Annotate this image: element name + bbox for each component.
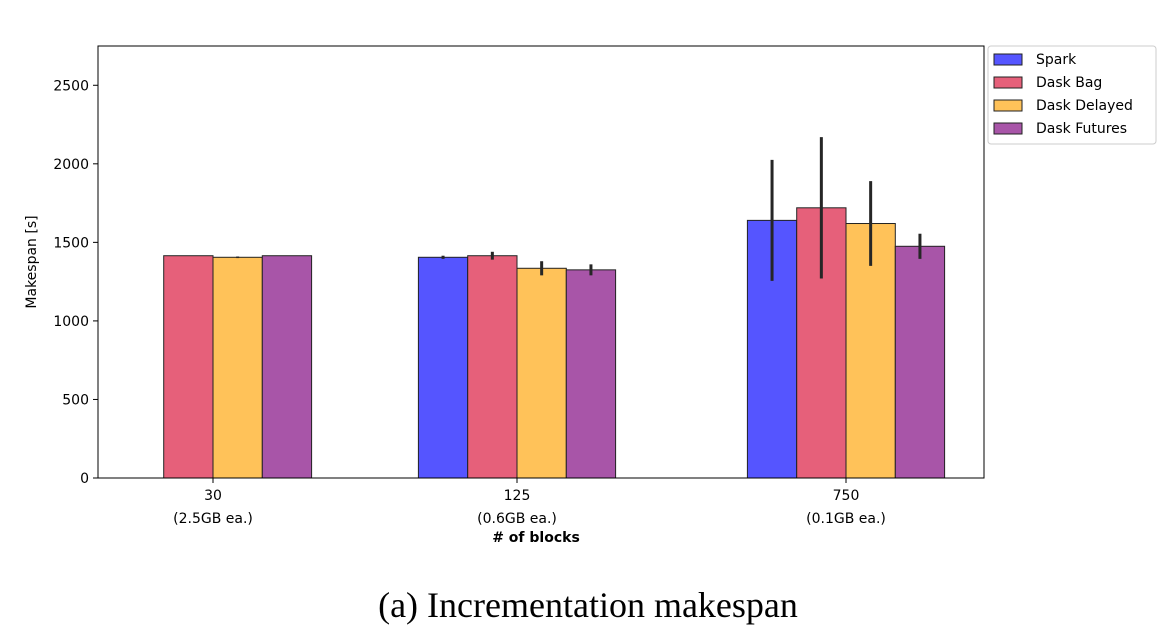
x-tick-sublabel: (0.1GB ea.) (806, 511, 886, 527)
legend-label-dask-bag: Dask Bag (1036, 75, 1102, 91)
legend-swatch-dask-bag (993, 76, 1023, 89)
legend-swatch-spark (993, 53, 1023, 66)
figure-caption: (a) Incrementation makespan (378, 585, 798, 625)
y-tick-label: 0 (80, 471, 89, 487)
x-tick-sublabel: (0.6GB ea.) (477, 511, 557, 527)
x-axis: 30 (2.5GB ea.) 125 (0.6GB ea.) 750 (0.1GB ea.… (173, 478, 886, 527)
y-tick-label: 2500 (53, 78, 89, 94)
bars-layer (163, 207, 946, 479)
bar-dask-futures-30 (261, 255, 313, 479)
bar-dask-bag-125 (467, 255, 518, 479)
bar-dask-futures-750 (894, 245, 946, 479)
error-bars-layer (236, 137, 922, 281)
bar-dask-bag-30 (163, 255, 214, 479)
x-axis-title: # of blocks (492, 530, 580, 546)
y-tick-label: 500 (62, 392, 89, 408)
x-tick-label: 30 (204, 488, 222, 504)
legend-swatch-dask-delayed (993, 99, 1023, 112)
bar-dask-delayed-125 (516, 267, 567, 479)
y-tick-label: 1500 (53, 235, 89, 251)
plot-area-frame (97, 45, 985, 479)
legend: Spark Dask Bag Dask Delayed Dask Futures (987, 45, 1157, 145)
legend-box (987, 45, 1157, 145)
bar-dask-delayed-30 (212, 256, 263, 479)
x-tick-label: 750 (833, 488, 860, 504)
y-axis-title: Makespan [s] (24, 215, 40, 308)
legend-label-dask-delayed: Dask Delayed (1036, 98, 1133, 114)
legend-label-dask-futures: Dask Futures (1036, 121, 1127, 137)
y-axis: 0 500 1000 1500 2000 2500 (53, 78, 98, 487)
x-tick-label: 125 (504, 488, 531, 504)
y-tick-label: 1000 (53, 314, 89, 330)
legend-swatch-dask-futures (993, 122, 1023, 135)
legend-label-spark: Spark (1036, 52, 1077, 68)
x-tick-sublabel: (2.5GB ea.) (173, 511, 253, 527)
y-tick-label: 2000 (53, 157, 89, 173)
bar-dask-futures-125 (565, 269, 617, 479)
bar-spark-125 (417, 256, 469, 479)
